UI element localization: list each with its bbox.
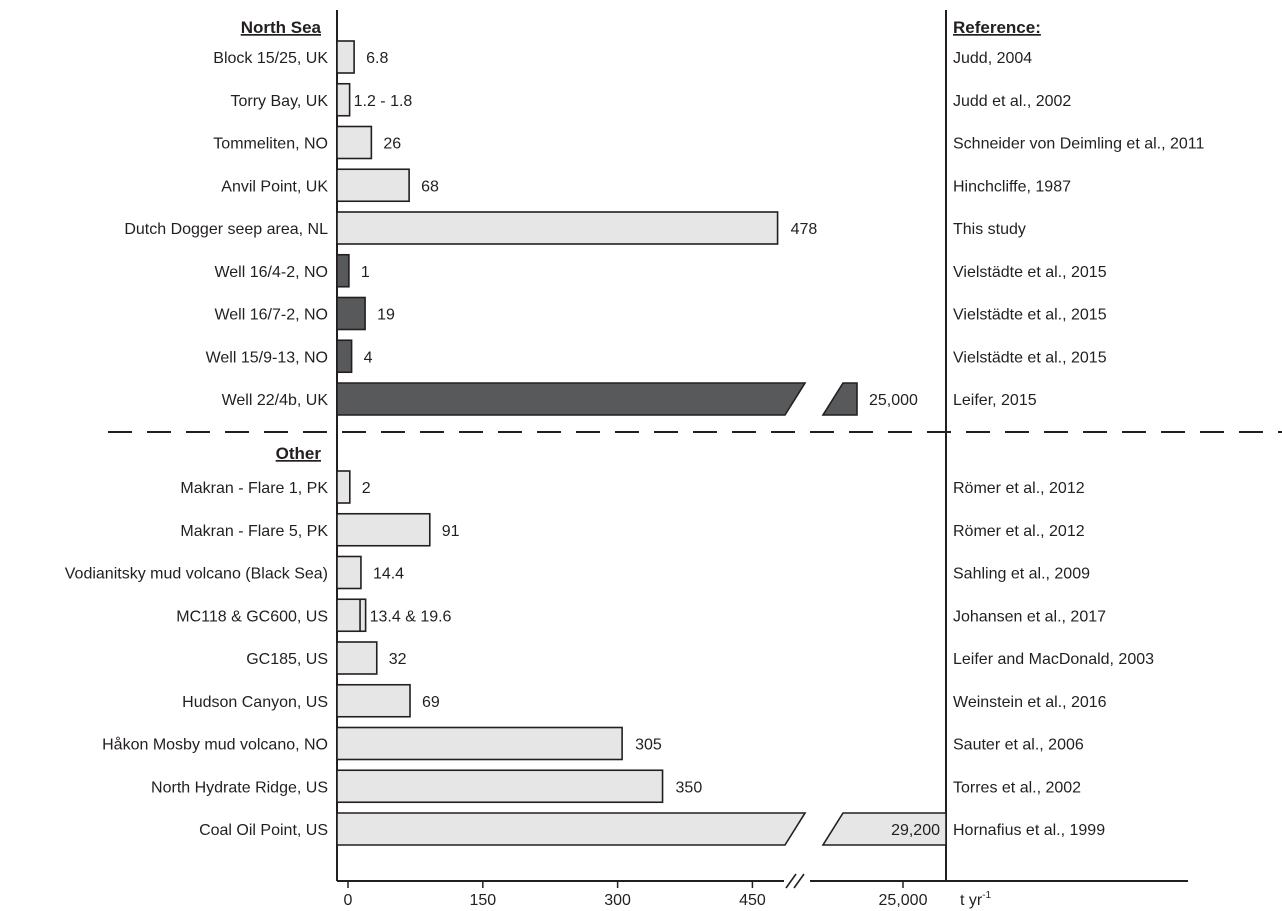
- category-label: Makran - Flare 5, PK: [180, 523, 328, 540]
- category-label: Tommeliten, NO: [213, 136, 328, 153]
- reference-label: Sahling et al., 2009: [953, 566, 1090, 583]
- value-label: 14.4: [373, 566, 404, 583]
- category-label: MC118 & GC600, US: [176, 608, 328, 625]
- reference-label: Leifer, 2015: [953, 392, 1037, 409]
- category-label: Block 15/25, UK: [213, 50, 328, 67]
- value-label: 1: [361, 264, 370, 281]
- category-label: Håkon Mosby mud volcano, NO: [102, 736, 328, 754]
- bar-north-hydrate-ridge-us: [336, 769, 664, 804]
- category-label: North Hydrate Ridge, US: [151, 779, 328, 796]
- category-label: Torry Bay, UK: [231, 93, 329, 110]
- value-label: 478: [791, 221, 818, 238]
- bar-torry-bay-uk: [336, 82, 351, 117]
- reference-label: Sauter et al., 2006: [953, 737, 1084, 754]
- category-label: GC185, US: [246, 651, 328, 668]
- category-label: Hudson Canyon, US: [182, 694, 328, 711]
- category-label: Dutch Dogger seep area, NL: [124, 221, 328, 238]
- bar-h-kon-mosby-mud-volcano-no: [336, 726, 623, 761]
- value-label: 13.4 & 19.6: [370, 608, 452, 625]
- category-label: Makran - Flare 1, PK: [180, 480, 328, 497]
- reference-label: Vielstädte et al., 2015: [953, 264, 1107, 281]
- value-label: 305: [635, 737, 662, 754]
- bar-gc185-us: [336, 641, 378, 675]
- bar-dutch-dogger-seep-area-nl: [336, 211, 779, 245]
- reference-label: Hinchcliffe, 1987: [953, 178, 1071, 195]
- reference-label: Vielstädte et al., 2015: [953, 307, 1107, 324]
- x-axis-unit-label: t yr-1: [960, 890, 992, 909]
- category-label: Well 16/7-2, NO: [214, 307, 328, 324]
- reference-label: Römer et al., 2012: [953, 523, 1085, 540]
- reference-label: Johansen et al., 2017: [953, 608, 1106, 625]
- bar-block-15-25-uk: [336, 40, 355, 74]
- bar-well-22-4b-uk-segment-2: [821, 382, 858, 416]
- group-header-other: Other: [276, 444, 322, 463]
- bar-well-15-9-13-no: [336, 339, 353, 374]
- reference-label: Torres et al., 2002: [953, 779, 1081, 796]
- reference-label: Hornafius et al., 1999: [953, 822, 1105, 839]
- axis-break-gap: [784, 873, 810, 889]
- bar-anvil-point-uk: [336, 168, 410, 203]
- category-label: Vodianitsky mud volcano (Black Sea): [65, 566, 328, 583]
- bar-makran-flare-1-pk: [336, 470, 351, 504]
- value-label: 6.8: [366, 50, 388, 67]
- category-label: Well 16/4-2, NO: [214, 264, 328, 281]
- value-label: 19: [377, 307, 395, 324]
- category-label: Anvil Point, UK: [221, 178, 328, 195]
- value-label: 26: [383, 136, 401, 153]
- value-label: 2: [362, 480, 371, 497]
- bar-well-16-7-2-no: [336, 296, 366, 331]
- category-label: Well 22/4b, UK: [222, 392, 329, 409]
- x-tick-label: 25,000: [879, 892, 928, 909]
- x-tick-label: 150: [469, 892, 496, 909]
- value-label: 350: [676, 779, 703, 796]
- bar-mc118-gc600-us: [336, 598, 367, 633]
- reference-label: This study: [953, 221, 1026, 238]
- value-label: 29,200: [891, 822, 940, 839]
- reference-label: Judd et al., 2002: [953, 93, 1071, 110]
- value-label: 4: [364, 349, 373, 366]
- bar-coal-oil-point-us-segment-1: [336, 812, 807, 846]
- reference-label: Römer et al., 2012: [953, 480, 1085, 497]
- value-label: 25,000: [869, 392, 918, 409]
- reference-label: Vielstädte et al., 2015: [953, 349, 1107, 366]
- bar-makran-flare-5-pk: [336, 512, 431, 547]
- bar-hudson-canyon-us: [336, 683, 411, 718]
- reference-label: Leifer and MacDonald, 2003: [953, 651, 1154, 668]
- value-label: 91: [442, 523, 460, 540]
- reference-header: Reference:: [953, 18, 1041, 37]
- x-tick-label: 450: [739, 892, 766, 909]
- category-label: Coal Oil Point, US: [199, 822, 328, 839]
- axis-break-mark: [785, 873, 797, 889]
- value-label: 1.2 - 1.8: [354, 93, 413, 110]
- axis-break-mark: [793, 873, 805, 889]
- reference-label: Weinstein et al., 2016: [953, 694, 1107, 711]
- bar-well-22-4b-uk-segment-1: [336, 382, 807, 416]
- reference-label: Judd, 2004: [953, 50, 1032, 67]
- bar-tommeliten-no: [336, 125, 373, 160]
- reference-label: Schneider von Deimling et al., 2011: [953, 136, 1205, 153]
- x-tick-label: 0: [344, 892, 353, 909]
- bar-well-16-4-2-no: [336, 253, 350, 288]
- value-label: 32: [389, 651, 407, 668]
- value-label: 68: [421, 178, 439, 195]
- bar-vodianitsky-mud-volcano-black-sea: [336, 555, 362, 590]
- group-header-north-sea: North Sea: [241, 18, 322, 37]
- bar-coal-oil-point-us-segment-2: [821, 812, 947, 846]
- value-label: 69: [422, 694, 440, 711]
- x-tick-label: 300: [604, 892, 631, 909]
- category-label: Well 15/9-13, NO: [206, 349, 328, 366]
